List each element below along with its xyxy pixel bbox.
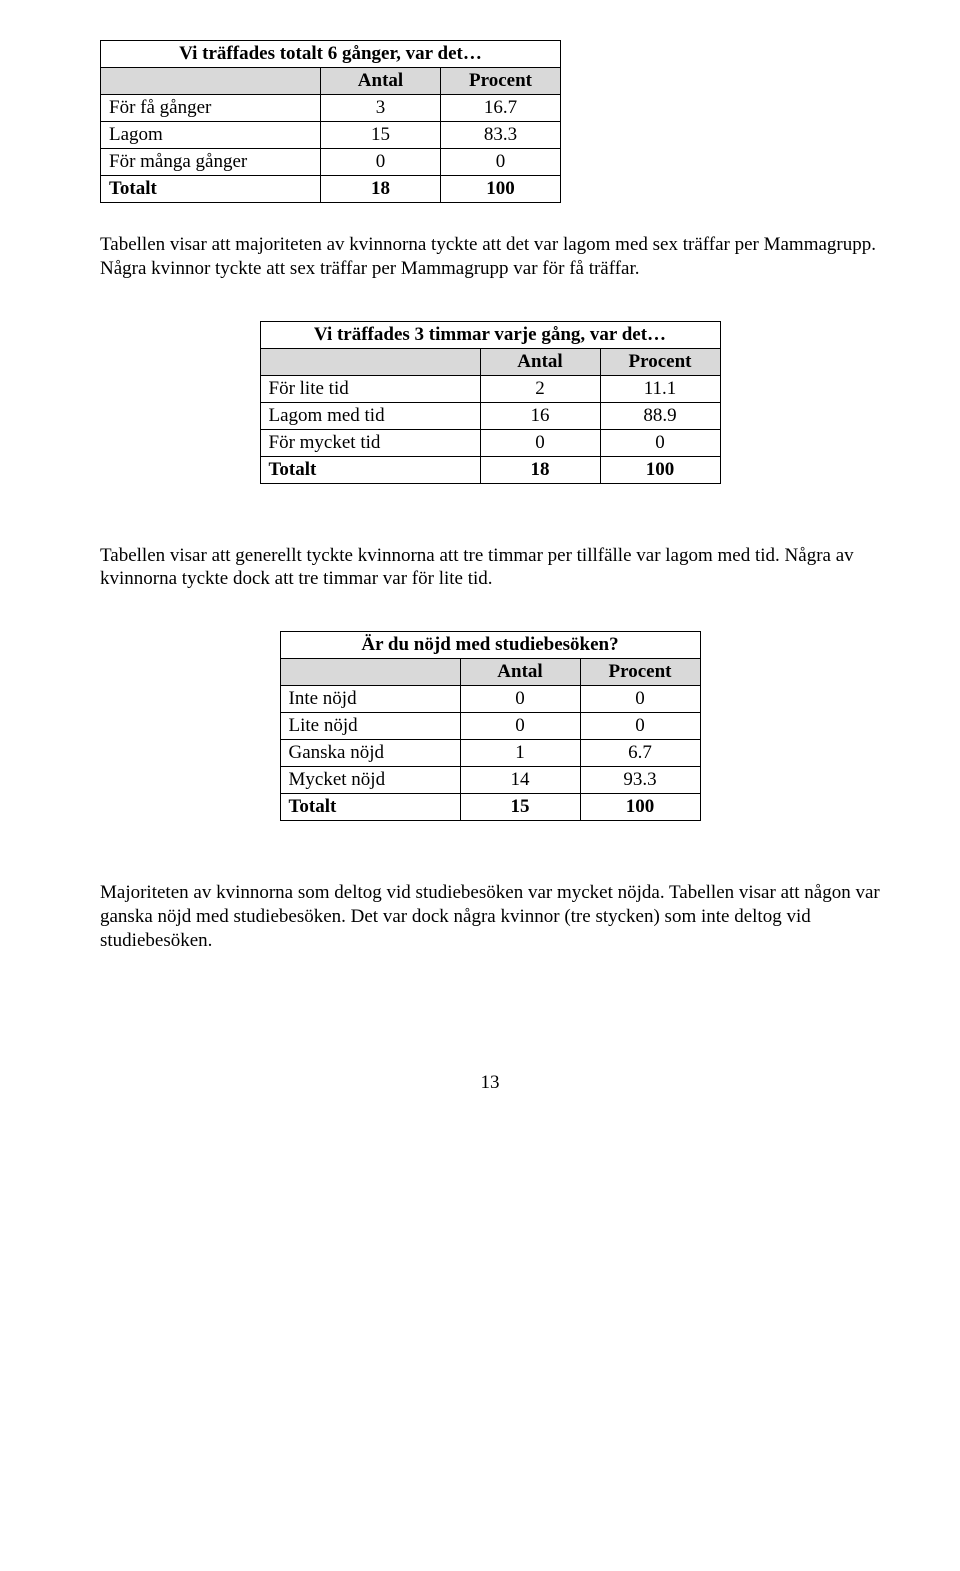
row-label: Mycket nöjd xyxy=(280,767,460,794)
cell-antal: 3 xyxy=(321,95,441,122)
table3-header-procent: Procent xyxy=(580,659,700,686)
table-meetings-count: Vi träffades totalt 6 gånger, var det… A… xyxy=(100,40,561,203)
table2-header-empty xyxy=(260,348,480,375)
table-row: Totalt 15 100 xyxy=(280,794,700,821)
cell-antal: 2 xyxy=(480,375,600,402)
row-label: Lite nöjd xyxy=(280,713,460,740)
table-row: För lite tid 2 11.1 xyxy=(260,375,720,402)
row-label: Lagom xyxy=(101,122,321,149)
row-label-total: Totalt xyxy=(280,794,460,821)
cell-procent: 0 xyxy=(580,713,700,740)
cell-procent: 88.9 xyxy=(600,402,720,429)
table1-title: Vi träffades totalt 6 gånger, var det… xyxy=(101,41,561,68)
table-row: Ganska nöjd 1 6.7 xyxy=(280,740,700,767)
table3-header-antal: Antal xyxy=(460,659,580,686)
table-row: Lagom med tid 16 88.9 xyxy=(260,402,720,429)
row-label: För lite tid xyxy=(260,375,480,402)
table-row: För få gånger 3 16.7 xyxy=(101,95,561,122)
table2-title: Vi träffades 3 timmar varje gång, var de… xyxy=(260,321,720,348)
cell-procent: 100 xyxy=(600,456,720,483)
row-label: Ganska nöjd xyxy=(280,740,460,767)
paragraph-2: Tabellen visar att generellt tyckte kvin… xyxy=(100,544,880,592)
row-label-total: Totalt xyxy=(101,176,321,203)
table-row: Totalt 18 100 xyxy=(260,456,720,483)
cell-antal: 0 xyxy=(480,429,600,456)
table-row: Totalt 18 100 xyxy=(101,176,561,203)
table3-header-empty xyxy=(280,659,460,686)
cell-procent: 0 xyxy=(600,429,720,456)
table-row: Lagom 15 83.3 xyxy=(101,122,561,149)
cell-procent: 11.1 xyxy=(600,375,720,402)
row-label: För många gånger xyxy=(101,149,321,176)
table1-header-procent: Procent xyxy=(441,68,561,95)
table1-header-antal: Antal xyxy=(321,68,441,95)
cell-procent: 83.3 xyxy=(441,122,561,149)
row-label: Inte nöjd xyxy=(280,686,460,713)
cell-antal: 18 xyxy=(321,176,441,203)
row-label-total: Totalt xyxy=(260,456,480,483)
table2-header-antal: Antal xyxy=(480,348,600,375)
cell-antal: 0 xyxy=(321,149,441,176)
cell-antal: 15 xyxy=(321,122,441,149)
table-row: Mycket nöjd 14 93.3 xyxy=(280,767,700,794)
page-number: 13 xyxy=(100,1072,880,1094)
table2-header-procent: Procent xyxy=(600,348,720,375)
cell-procent: 93.3 xyxy=(580,767,700,794)
cell-antal: 16 xyxy=(480,402,600,429)
cell-procent: 16.7 xyxy=(441,95,561,122)
cell-procent: 0 xyxy=(580,686,700,713)
row-label: För mycket tid xyxy=(260,429,480,456)
table-row: För många gånger 0 0 xyxy=(101,149,561,176)
cell-antal: 0 xyxy=(460,686,580,713)
paragraph-1: Tabellen visar att majoriteten av kvinno… xyxy=(100,233,880,281)
row-label: För få gånger xyxy=(101,95,321,122)
cell-procent: 0 xyxy=(441,149,561,176)
table3-title: Är du nöjd med studiebesöken? xyxy=(280,632,700,659)
cell-procent: 6.7 xyxy=(580,740,700,767)
table-row: Lite nöjd 0 0 xyxy=(280,713,700,740)
cell-antal: 18 xyxy=(480,456,600,483)
cell-antal: 14 xyxy=(460,767,580,794)
cell-antal: 0 xyxy=(460,713,580,740)
paragraph-3: Majoriteten av kvinnorna som deltog vid … xyxy=(100,881,880,952)
cell-antal: 1 xyxy=(460,740,580,767)
row-label: Lagom med tid xyxy=(260,402,480,429)
table-meeting-duration: Vi träffades 3 timmar varje gång, var de… xyxy=(260,321,721,484)
cell-procent: 100 xyxy=(580,794,700,821)
cell-antal: 15 xyxy=(460,794,580,821)
table-row: För mycket tid 0 0 xyxy=(260,429,720,456)
cell-procent: 100 xyxy=(441,176,561,203)
table-row: Inte nöjd 0 0 xyxy=(280,686,700,713)
table-study-visits: Är du nöjd med studiebesöken? Antal Proc… xyxy=(280,631,701,821)
table1-header-empty xyxy=(101,68,321,95)
